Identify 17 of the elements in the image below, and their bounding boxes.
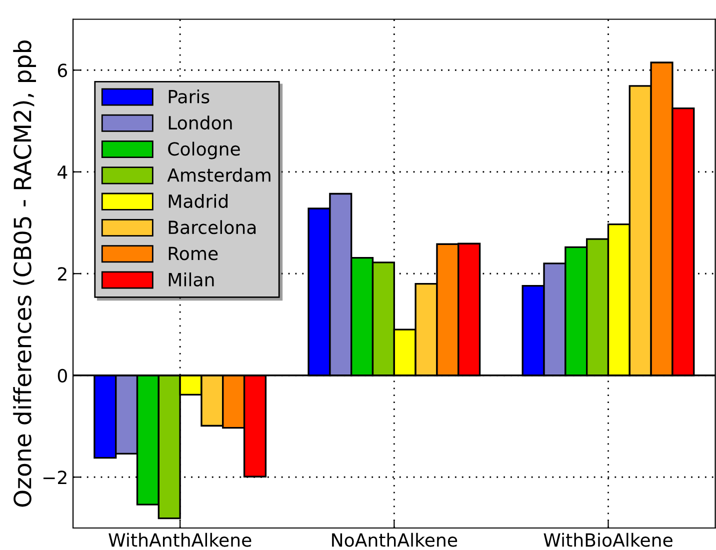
- legend-label: Rome: [168, 246, 218, 260]
- legend-label: Amsterdam: [167, 168, 270, 182]
- x-tick-label: WithAnthAlkene: [108, 532, 252, 547]
- y-tick-label: 6: [58, 64, 68, 78]
- legend-label: Paris: [168, 89, 210, 104]
- x-tick-label: NoAnthAlkene: [332, 532, 458, 547]
- x-tick-label: WithBioAlkene: [544, 532, 672, 547]
- legend-label: Milan: [168, 272, 214, 286]
- legend-label: Madrid: [168, 194, 228, 208]
- y-tick-label: −2: [43, 470, 66, 484]
- y-tick-label: 4: [58, 166, 68, 179]
- legend-label: London: [168, 116, 232, 130]
- legend-label: Cologne: [168, 142, 240, 160]
- y-tick-label: 0: [58, 368, 67, 382]
- y-axis-title: Ozone differences (CB05 - RACM2), ppb: [13, 40, 36, 507]
- y-tick-label: 2: [58, 267, 66, 280]
- legend-label: Barcelona: [168, 220, 256, 234]
